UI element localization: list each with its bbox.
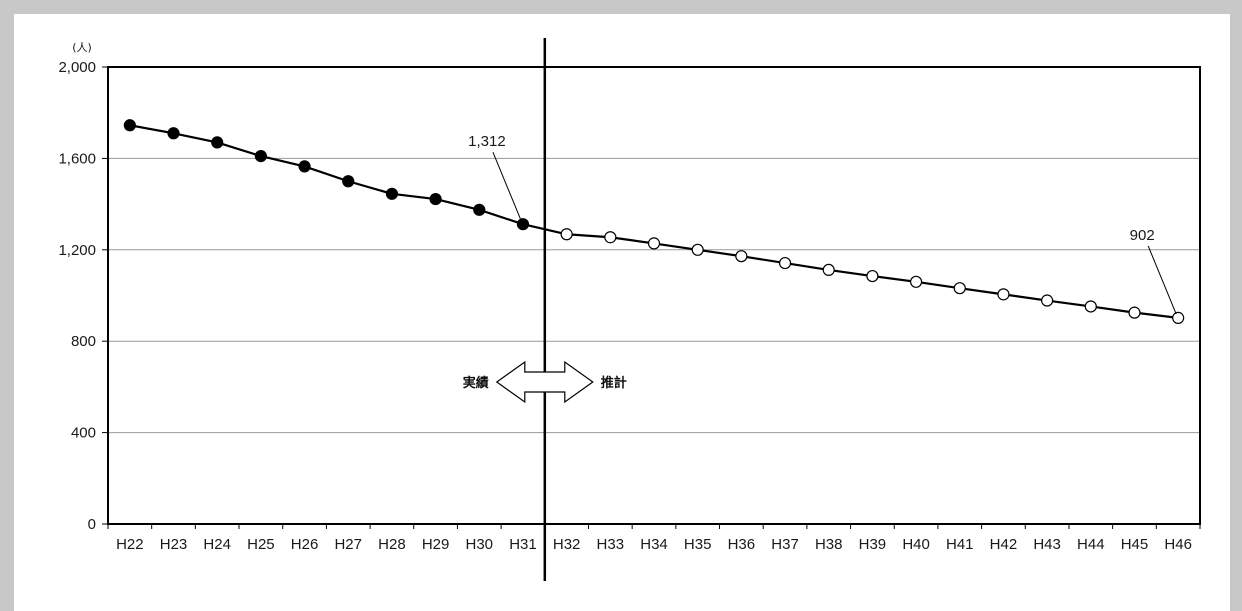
x-tick-label: H42 [990,536,1018,553]
forecast-point [1041,294,1054,307]
forecast-point [778,256,792,270]
forecast-point [1128,306,1141,319]
forecast-point [909,275,923,288]
forecast-point [691,243,704,256]
x-tick-label: H30 [466,536,494,553]
actual-point [123,119,136,132]
line-chart: (人) 0 400 800 1,200 1,600 2,000 H22 H23 H24 H25 H2… [58,38,1201,581]
y-tick-label: 1,600 [58,150,96,167]
y-axis-unit-label: (人) [72,41,92,54]
forecast-point [1084,300,1097,313]
forecast-point [997,288,1010,301]
x-tick-label: H44 [1077,536,1105,553]
actual-point [254,150,267,163]
actual-point [473,203,486,216]
x-tick-label: H33 [597,536,625,553]
x-tick-label: H45 [1121,536,1149,553]
x-tick-label: H36 [728,536,756,553]
double-arrow-icon [495,360,594,404]
actual-point [211,136,224,149]
x-tick-label: H43 [1033,536,1061,553]
forecast-label: 推計 [601,375,627,391]
x-tick-label: H28 [378,536,406,553]
plot-frame [107,66,1201,525]
x-tick-label: H25 [247,536,275,553]
x-tick-label: H22 [116,536,144,553]
annotation-label: 902 [1130,227,1155,244]
actual-point [167,127,180,140]
x-tick-label: H24 [203,536,231,553]
actual-point [342,175,355,188]
annotation-leader [492,152,522,221]
x-tick-label: H46 [1164,536,1192,553]
forecast-point [866,269,879,283]
x-tick-label: H38 [815,536,843,553]
forecast-point [822,263,835,277]
forecast-point [560,228,573,241]
x-tick-label: H35 [684,536,712,553]
chart-frame: (人) 0 400 800 1,200 1,600 2,000 H22 H23 H24 H25 H2… [14,14,1230,611]
y-tick-label: 0 [88,516,96,533]
forecast-point [1172,311,1185,324]
x-tick-label: H40 [902,536,930,553]
actual-point [385,187,399,200]
actual-label: 実績 [463,375,489,391]
series [123,119,1185,324]
y-tick-label: 800 [71,333,96,350]
x-tick-label: H26 [291,536,319,553]
x-tick-label: H27 [334,536,362,553]
gridlines [108,157,1200,434]
x-tick-label: H31 [509,536,537,553]
annotation-label: 1,312 [468,133,506,150]
x-tick-label: H41 [946,536,974,553]
x-tick-label: H32 [553,536,581,553]
series-line-forecast [522,223,1179,319]
annotations: 1,312 902 [468,133,1177,315]
actual-point [298,160,311,173]
x-tick-label: H34 [640,536,668,553]
forecast-point [604,231,617,244]
y-tick-label: 400 [71,425,96,442]
forecast-point [735,250,748,263]
x-tick-label: H37 [771,536,799,553]
forecast-point [953,282,966,295]
y-tick-label: 1,200 [58,242,96,259]
axes [102,66,1201,529]
annotation-leader [1147,245,1177,315]
forecast-point [647,237,661,250]
x-tick-label: H29 [422,536,450,553]
series-line-actual [129,124,524,226]
tick-labels: 0 400 800 1,200 1,600 2,000 H22 H23 H24 H25 H26 H27… [58,59,1191,553]
actual-point [516,218,530,231]
actual-forecast-divider: 実績 推計 [463,38,627,581]
y-tick-label: 2,000 [58,59,96,76]
x-tick-label: H23 [160,536,188,553]
x-tick-label: H39 [859,536,887,553]
actual-point [429,192,442,206]
